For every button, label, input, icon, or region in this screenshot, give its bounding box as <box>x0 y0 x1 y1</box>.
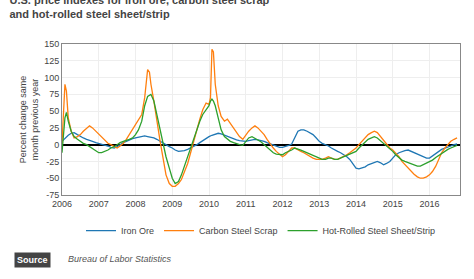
svg-text:2006: 2006 <box>52 199 72 209</box>
svg-text:2013: 2013 <box>309 199 329 209</box>
svg-text:2014: 2014 <box>346 199 366 209</box>
svg-text:Percent change samemonth previ: Percent change samemonth previous year <box>18 76 40 164</box>
svg-text:75: 75 <box>49 89 59 99</box>
svg-text:2012: 2012 <box>272 199 292 209</box>
svg-text:50: 50 <box>49 106 59 116</box>
svg-text:Bureau of Labor Statistics: Bureau of Labor Statistics <box>68 254 172 264</box>
svg-text:Carbon Steel Scrap: Carbon Steel Scrap <box>199 226 278 236</box>
svg-text:Hot-Rolled Steel Sheet/Strip: Hot-Rolled Steel Sheet/Strip <box>323 226 436 236</box>
svg-text:2011: 2011 <box>236 199 255 209</box>
svg-text:2010: 2010 <box>199 199 219 209</box>
svg-text:U.S. price indexes for iron or: U.S. price indexes for iron ore, carbon … <box>9 0 269 20</box>
svg-text:-50: -50 <box>46 173 59 183</box>
svg-text:125: 125 <box>44 56 59 66</box>
svg-text:-25: -25 <box>46 157 59 167</box>
svg-text:2009: 2009 <box>162 199 182 209</box>
svg-text:150: 150 <box>44 39 59 49</box>
svg-text:25: 25 <box>49 123 59 133</box>
svg-text:Iron Ore: Iron Ore <box>121 226 154 236</box>
svg-text:2015: 2015 <box>383 199 403 209</box>
svg-text:2008: 2008 <box>125 199 145 209</box>
svg-text:100: 100 <box>44 73 59 83</box>
svg-text:Source: Source <box>17 255 48 265</box>
svg-text:2007: 2007 <box>89 199 109 209</box>
svg-text:-75: -75 <box>46 190 59 200</box>
svg-text:2016: 2016 <box>419 199 439 209</box>
svg-text:0: 0 <box>54 140 59 150</box>
